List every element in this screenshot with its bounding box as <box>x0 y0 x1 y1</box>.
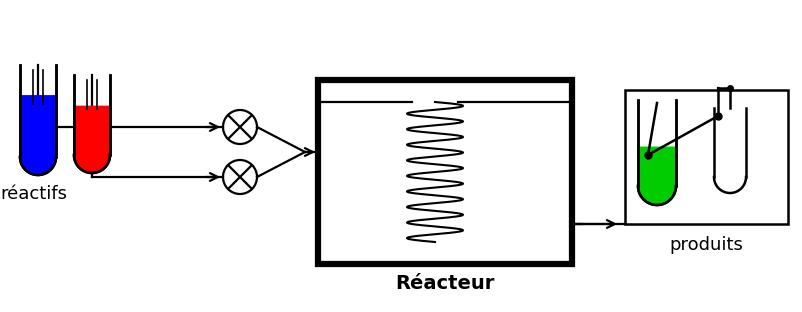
Polygon shape <box>74 106 110 173</box>
Text: produits: produits <box>670 236 743 254</box>
Text: réactifs: réactifs <box>0 185 67 203</box>
Text: Réacteur: Réacteur <box>395 274 495 293</box>
Polygon shape <box>20 96 56 175</box>
Bar <box>318 80 572 264</box>
Bar <box>625 90 788 224</box>
Polygon shape <box>638 147 676 205</box>
